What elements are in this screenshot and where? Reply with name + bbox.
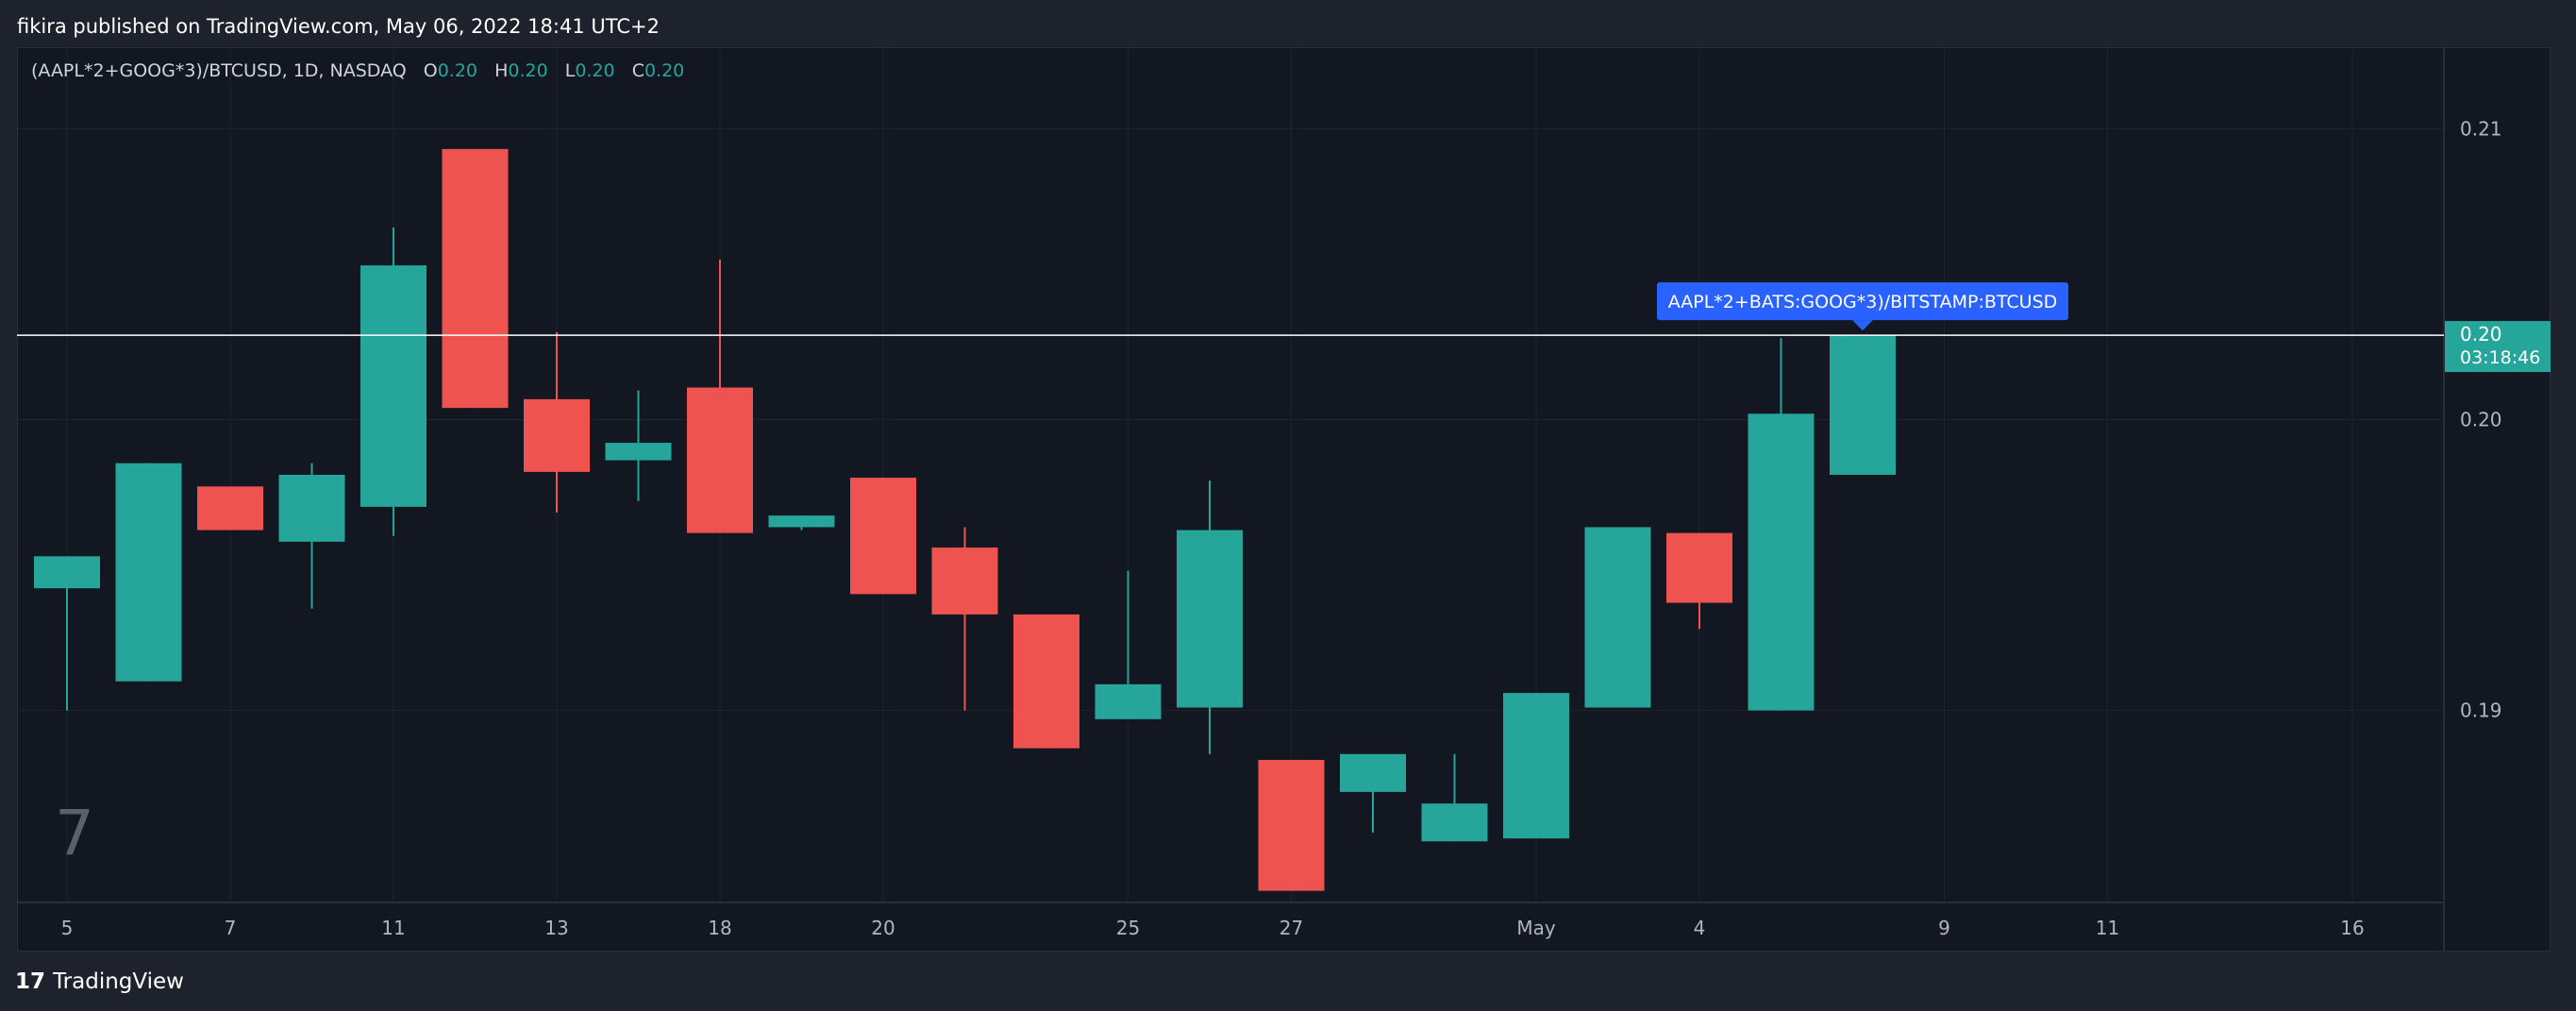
candle-body <box>1666 532 1732 603</box>
x-tick-label: 16 <box>2340 917 2364 939</box>
symbol-legend: (AAPL*2+GOOG*3)/BTCUSD, 1D, NASDAQ O0.20… <box>31 58 684 84</box>
candle-body <box>115 463 182 682</box>
legend-low-value: 0.20 <box>575 60 615 81</box>
candle-body <box>687 387 753 533</box>
legend-close-value: 0.20 <box>644 60 685 81</box>
price-line-label-pointer <box>1852 320 1873 331</box>
x-tick-label: 9 <box>1938 917 1950 939</box>
candle-body <box>850 478 916 595</box>
candle-body <box>768 515 835 528</box>
candle-body <box>1421 803 1488 842</box>
price-line-label: AAPL*2+BATS:GOOG*3)/BITSTAMP:BTCUSD <box>1668 292 2058 312</box>
candle-body <box>360 265 427 507</box>
y-tick-label: 0.19 <box>2460 699 2502 722</box>
price-line-label-box <box>1657 282 2068 321</box>
candle-body <box>1258 760 1325 891</box>
legend-high-value: 0.20 <box>508 60 548 81</box>
candle-body <box>931 548 998 615</box>
x-tick-label: 5 <box>61 917 74 939</box>
candle-body <box>1177 530 1243 708</box>
candle-body <box>1830 335 1896 475</box>
candle-body <box>524 398 590 472</box>
x-tick-label: 11 <box>381 917 405 939</box>
legend-close-key: C <box>631 60 644 81</box>
legend-open-value: 0.20 <box>437 60 478 81</box>
candle-body <box>1095 683 1162 719</box>
candle-body <box>197 486 263 531</box>
candle-body <box>1340 753 1406 792</box>
x-tick-label: 11 <box>2096 917 2119 939</box>
tradingview-footer[interactable]: 17 TradingView <box>15 965 184 999</box>
x-tick-label: 20 <box>871 917 895 939</box>
candle-body <box>1748 413 1815 711</box>
legend-symbol: (AAPL*2+GOOG*3)/BTCUSD, 1D, NASDAQ <box>31 60 407 81</box>
candle-body <box>1503 693 1569 839</box>
y-tick-label: 0.20 <box>2460 408 2502 430</box>
candle-body <box>605 443 672 461</box>
candle-body <box>34 556 100 589</box>
x-tick-label: 7 <box>225 917 237 939</box>
x-tick-label: May <box>1516 917 1556 939</box>
chart-watermark: 7 <box>55 797 94 869</box>
legend-low-key: L <box>564 60 576 81</box>
last-price-value: 0.20 <box>2460 323 2502 345</box>
legend-high-key: H <box>494 60 509 81</box>
x-tick-label: 4 <box>1694 917 1706 939</box>
bar-countdown: 03:18:46 <box>2460 347 2540 368</box>
candle-body <box>1013 614 1079 749</box>
publish-info: fikira published on TradingView.com, May… <box>17 15 660 38</box>
x-tick-label: 13 <box>544 917 568 939</box>
tradingview-brand: TradingView <box>53 969 184 994</box>
x-tick-label: 25 <box>1116 917 1140 939</box>
candle-body <box>442 148 509 409</box>
tradingview-logo-icon: 17 <box>15 969 46 994</box>
y-tick-label: 0.21 <box>2460 117 2502 140</box>
candle-body <box>1584 527 1651 708</box>
x-tick-label: 27 <box>1280 917 1303 939</box>
x-tick-label: 18 <box>708 917 731 939</box>
candle-body <box>278 475 345 542</box>
legend-open-key: O <box>423 60 438 81</box>
last-price-badge <box>2445 321 2551 373</box>
